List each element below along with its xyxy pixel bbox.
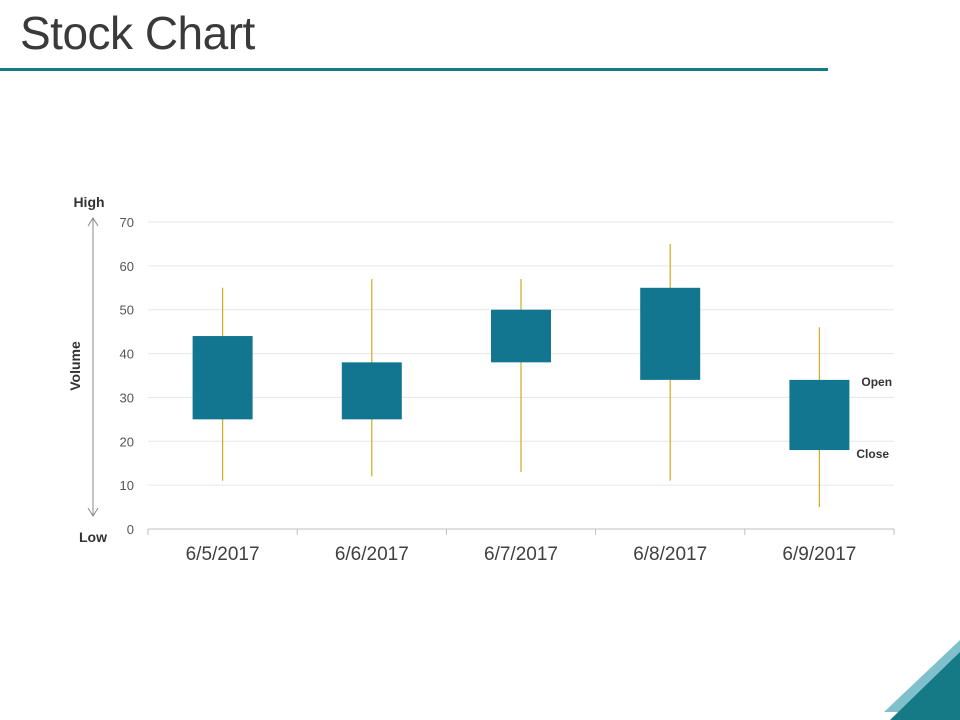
candle-body [192,336,253,420]
y-tick-label: 70 [120,215,134,230]
high-label: High [73,194,104,210]
candle-body [789,379,850,451]
x-tick-label: 6/8/2017 [633,544,707,565]
arrow-up-icon [87,217,99,227]
y-tick-label: 0 [127,522,134,537]
y-tick-label: 60 [120,259,134,274]
x-tick-label: 6/5/2017 [186,544,260,565]
candle-body [341,362,402,420]
x-tick-label: 6/9/2017 [782,544,856,565]
y-tick-label: 40 [120,347,134,362]
open-annotation: Open [861,375,892,389]
page-title: Stock Chart [20,7,255,59]
candle-body [640,287,701,380]
y-axis-label: Volume [67,341,83,391]
low-label: Low [79,529,107,545]
x-tick-label: 6/6/2017 [335,544,409,565]
y-tick-label: 20 [120,434,134,449]
title-divider [0,68,828,71]
x-tick-label: 6/7/2017 [484,544,558,565]
y-tick-label: 30 [120,390,134,405]
close-annotation: Close [856,447,889,461]
y-tick-label: 10 [120,478,134,493]
arrow-down-icon [87,507,99,517]
candle-body [491,309,551,363]
y-tick-label: 50 [120,303,134,318]
